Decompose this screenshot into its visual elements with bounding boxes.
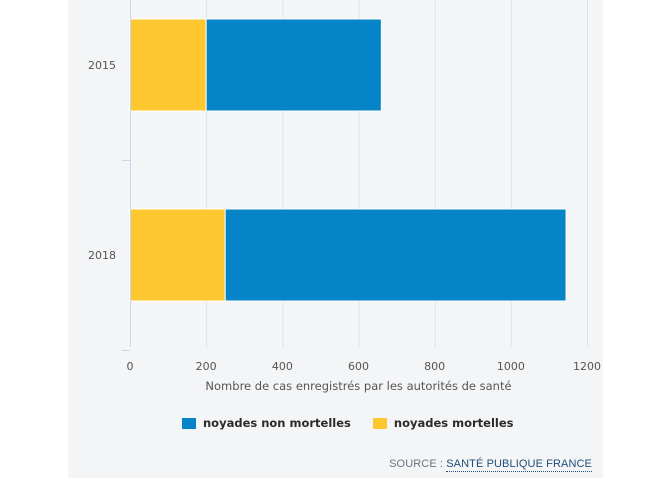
axes <box>122 0 131 351</box>
legend-swatch-non-mortelles <box>182 417 196 429</box>
legend-item-mortelles[interactable]: noyades mortelles <box>372 416 514 430</box>
stacked-bar-chart: 0 200 400 600 800 1000 1200 2015 2018 Nombre de c… <box>88 0 601 393</box>
legend: noyades non mortelles noyades mortelles <box>182 416 514 430</box>
legend-label-non-mortelles: noyades non mortelles <box>203 416 351 430</box>
x-tick-label-1200: 1200 <box>573 360 601 373</box>
x-tick-label-600: 600 <box>348 360 369 373</box>
x-tick-label-1000: 1000 <box>497 360 525 373</box>
source-link[interactable]: SANTÉ PUBLIQUE FRANCE <box>446 458 592 472</box>
x-axis-title: Nombre de cas enregistrés par les autori… <box>205 379 511 393</box>
legend-item-non-mortelles[interactable]: noyades non mortelles <box>182 416 351 430</box>
x-tick-label-200: 200 <box>196 360 217 373</box>
y-category-label-2015: 2015 <box>88 59 116 72</box>
legend-swatch-mortelles <box>372 417 387 429</box>
source-prefix: SOURCE : <box>389 458 444 470</box>
bar-2018-non-mortelles <box>224 208 567 302</box>
y-category-label-2018: 2018 <box>88 249 116 262</box>
bar-2015-mortelles <box>129 18 207 112</box>
x-tick-label-0: 0 <box>127 360 134 373</box>
legend-label-mortelles: noyades mortelles <box>393 416 514 430</box>
bar-2015-non-mortelles <box>205 18 382 112</box>
x-tick-label-400: 400 <box>272 360 293 373</box>
x-tick-label-800: 800 <box>424 360 445 373</box>
bar-2018-mortelles <box>129 208 226 302</box>
bars <box>129 18 567 302</box>
source-credit: SOURCE : SANTÉ PUBLIQUE FRANCE <box>389 458 592 472</box>
axis-labels: 0 200 400 600 800 1000 1200 2015 2018 Nombre de c… <box>88 59 601 393</box>
